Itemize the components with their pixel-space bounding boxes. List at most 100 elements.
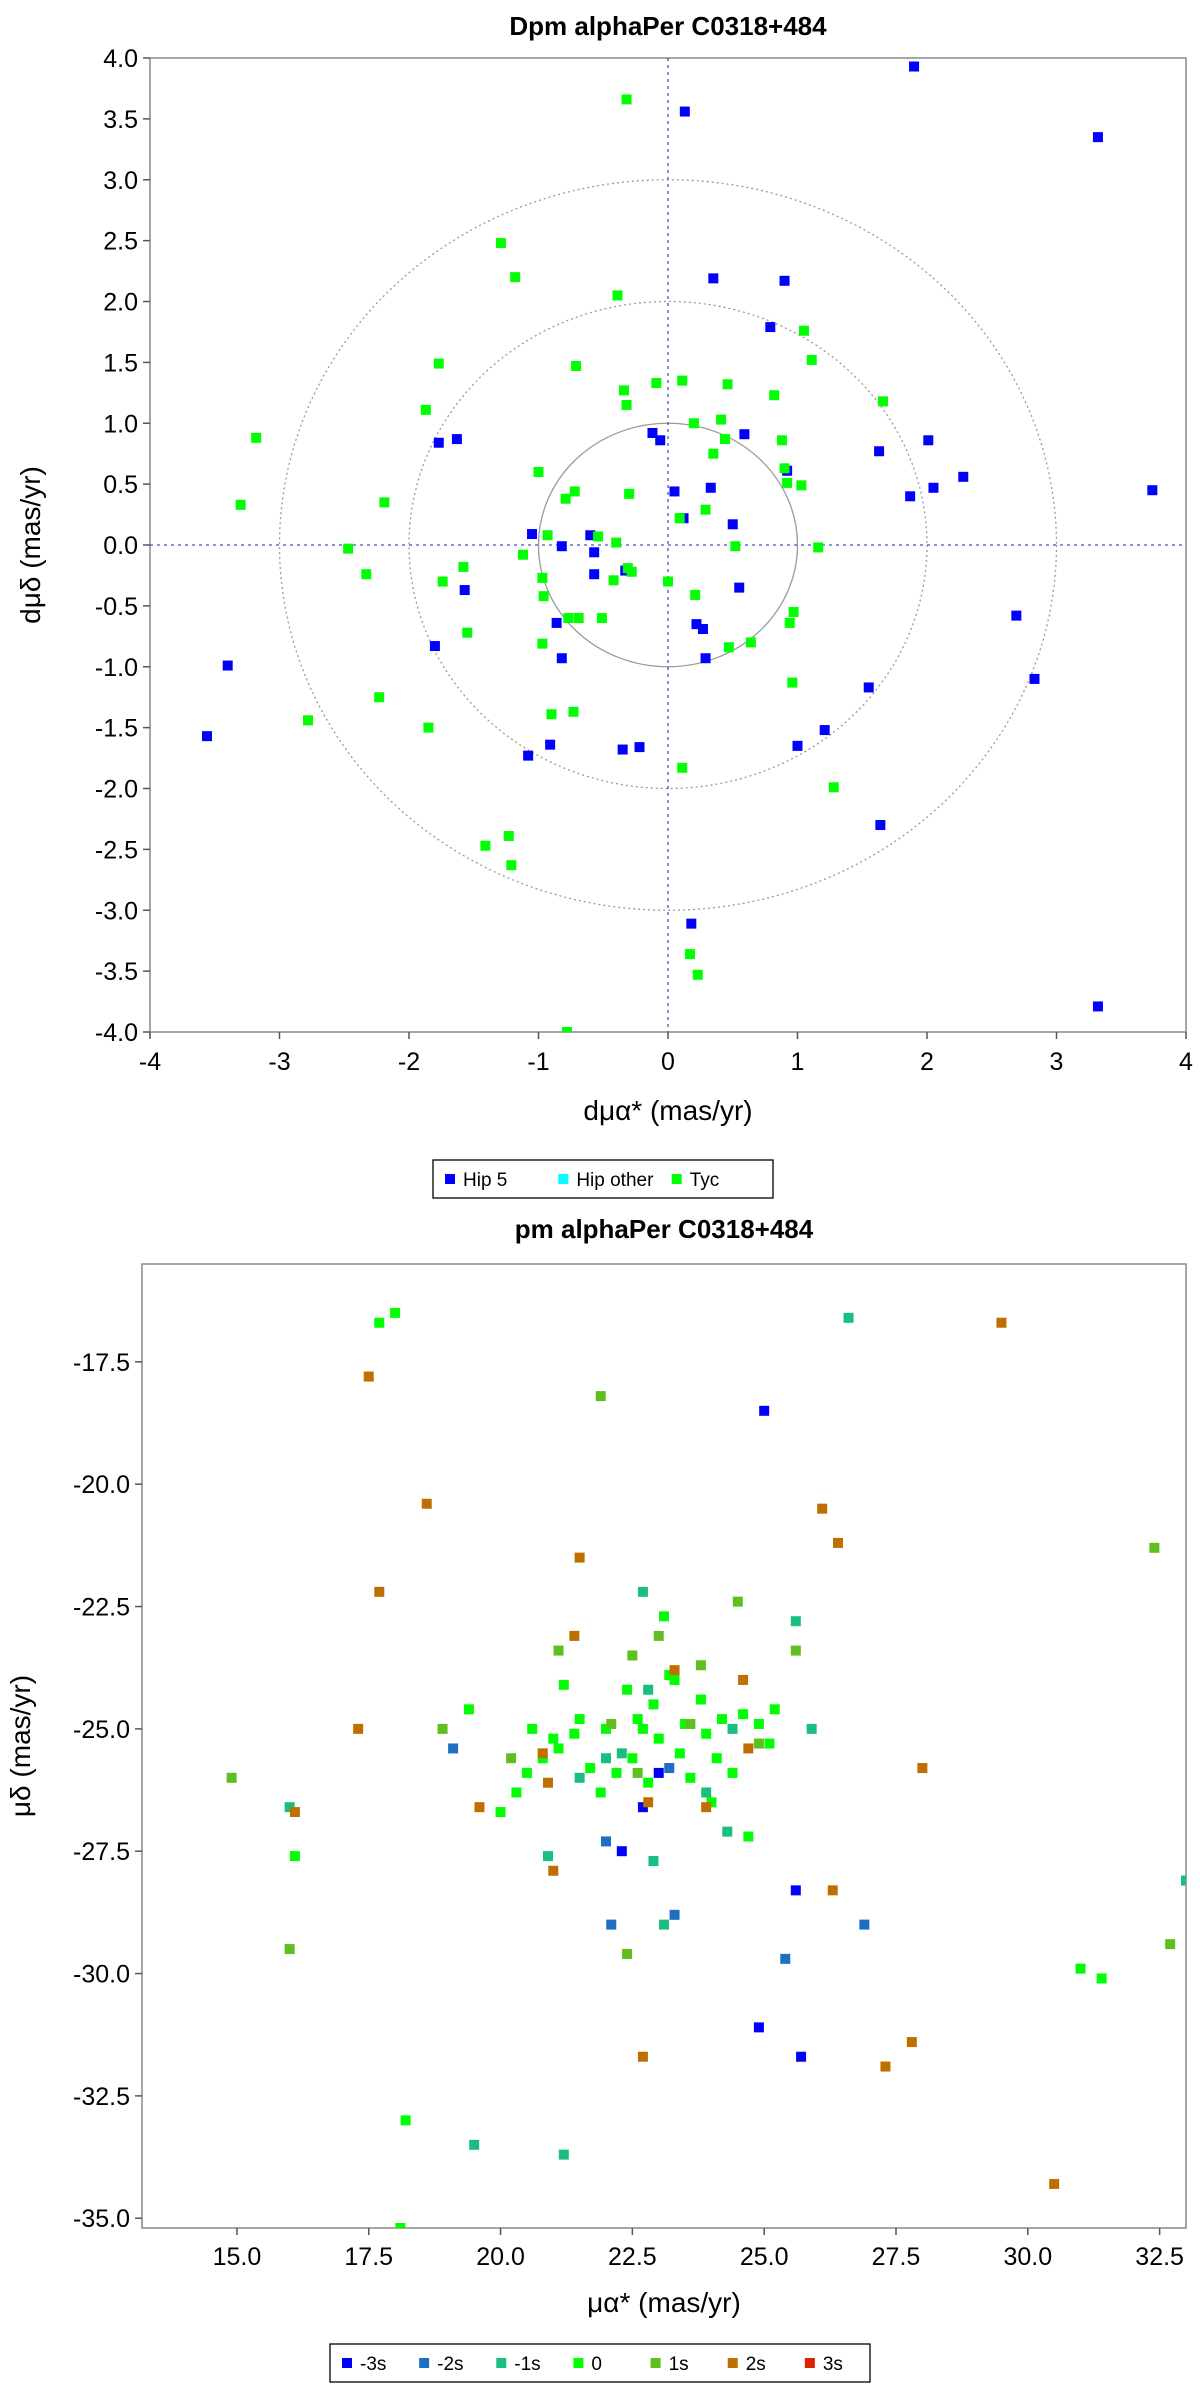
- data-point: [433, 437, 444, 448]
- data-point: [606, 1919, 617, 1930]
- data-point: [542, 530, 553, 541]
- data-point: [674, 513, 685, 524]
- y-tick-label: 0.5: [103, 471, 138, 499]
- data-point: [958, 471, 969, 482]
- data-point: [753, 1718, 764, 1729]
- x-tick-label: 32.5: [1135, 2243, 1184, 2271]
- data-point: [701, 1728, 712, 1739]
- x-tick-label: 1: [791, 1048, 805, 1076]
- y-tick-label: 1.0: [103, 410, 138, 438]
- data-point: [624, 488, 635, 499]
- legend-label: Hip 5: [463, 1170, 507, 1191]
- legend-swatch: [342, 2358, 352, 2368]
- data-point: [669, 1665, 680, 1676]
- data-point: [574, 1772, 585, 1783]
- data-point: [695, 1660, 706, 1671]
- data-point: [695, 1694, 706, 1705]
- data-point: [251, 432, 262, 443]
- data-point: [790, 1616, 801, 1627]
- data-point: [374, 692, 385, 703]
- data-point: [637, 1586, 648, 1597]
- pm-chart: pm alphaPer C0318+484 15.0 17.5 20.0 22.5 25.…: [5, 1214, 1187, 2383]
- x-tick-label: 15.0: [213, 2243, 262, 2271]
- data-point: [1147, 485, 1158, 496]
- data-point: [917, 1763, 928, 1774]
- data-point: [669, 1909, 680, 1920]
- y-tick-label: -2.5: [95, 836, 138, 864]
- data-point: [697, 624, 708, 635]
- data-point: [769, 1704, 780, 1715]
- data-point: [833, 1537, 843, 1548]
- data-point: [700, 504, 711, 515]
- data-point: [390, 1307, 401, 1318]
- data-point: [621, 94, 632, 105]
- data-point: [622, 1948, 633, 1959]
- y-tick-label: -3.5: [95, 958, 138, 986]
- data-point: [727, 1767, 738, 1778]
- data-point: [543, 1851, 553, 1862]
- legend-swatch: [419, 2358, 430, 2368]
- data-point: [222, 660, 233, 671]
- y-tick-label: -22.5: [73, 1594, 130, 1622]
- y-tick-label: -1.0: [95, 654, 138, 682]
- data-point: [506, 860, 517, 871]
- x-tick-label: 20.0: [476, 2243, 525, 2271]
- data-point: [437, 576, 448, 587]
- y-tick-label: 0.0: [103, 532, 138, 560]
- data-point: [1092, 1001, 1103, 1012]
- data-point: [593, 531, 604, 542]
- data-point: [533, 466, 544, 477]
- data-point: [691, 619, 702, 630]
- data-point: [495, 238, 506, 249]
- y-tick-label: -20.0: [73, 1471, 130, 1499]
- data-point: [556, 541, 567, 552]
- data-point: [601, 1753, 611, 1764]
- data-point: [537, 1748, 548, 1759]
- data-point: [711, 1753, 722, 1764]
- data-point: [558, 2149, 569, 2160]
- data-point: [796, 480, 807, 491]
- x-tick-label: 3: [1050, 1048, 1064, 1076]
- legend-label: -2s: [437, 2354, 463, 2375]
- data-point: [730, 541, 741, 552]
- data-point: [653, 1630, 664, 1641]
- legend-label: 0: [591, 2354, 602, 2375]
- chart-title: pm alphaPer C0318+484: [515, 1214, 814, 1244]
- data-point: [302, 715, 313, 726]
- y-tick-label: -30.0: [73, 1961, 130, 1989]
- data-point: [859, 1919, 870, 1930]
- legend: Hip 5 Hip other Tyc: [432, 1159, 774, 1199]
- x-tick-label: -4: [139, 1048, 161, 1076]
- data-point: [928, 482, 939, 493]
- data-point: [458, 561, 469, 572]
- data-point: [759, 1405, 770, 1416]
- data-point: [669, 1674, 680, 1685]
- data-point: [722, 1826, 733, 1837]
- data-point: [235, 499, 246, 510]
- data-point: [909, 61, 920, 72]
- data-point: [701, 1802, 712, 1813]
- data-point: [601, 1836, 611, 1847]
- data-point: [722, 379, 733, 390]
- data-point: [734, 582, 745, 593]
- data-point: [284, 1802, 295, 1813]
- data-point: [1181, 1875, 1186, 1886]
- data-point: [764, 1738, 775, 1749]
- y-tick-label: -1.5: [95, 715, 138, 743]
- data-point: [423, 722, 434, 733]
- data-point: [621, 399, 632, 410]
- data-point: [616, 1846, 627, 1857]
- data-point: [708, 448, 719, 459]
- x-tick-label: 27.5: [872, 2243, 921, 2271]
- y-tick-label: -2.0: [95, 776, 138, 804]
- data-point: [573, 613, 584, 624]
- data-point: [643, 1684, 654, 1695]
- data-point: [738, 1674, 749, 1685]
- data-point: [776, 435, 787, 446]
- data-point: [792, 740, 803, 751]
- y-tick-label: -17.5: [73, 1349, 130, 1377]
- data-point: [611, 537, 622, 548]
- data-point: [679, 106, 690, 117]
- data-point: [437, 1723, 448, 1734]
